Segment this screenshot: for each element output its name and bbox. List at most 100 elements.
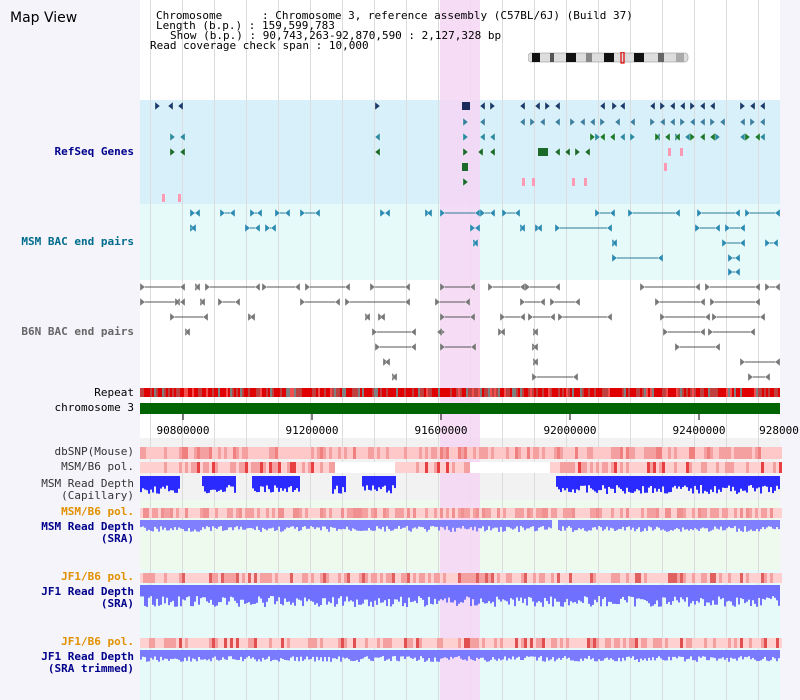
track-label-msm-depth-sra[interactable]: MSM Read Depth (SRA) <box>41 520 134 545</box>
repeat-segment <box>176 388 178 397</box>
dbsnp-density-cell <box>149 447 152 459</box>
track-label-jf1-depth-trimmed[interactable]: JF1 Read Depth (SRA trimmed) <box>41 650 134 675</box>
jf1-sra-depth-bar <box>568 585 570 606</box>
msm-pol2-cell <box>179 508 182 518</box>
jf1-sra-depth-bar <box>318 585 320 607</box>
msm-capillary-depth-bar <box>698 476 700 494</box>
jf1-pol-cell <box>494 573 497 583</box>
selected-region-highlight[interactable] <box>440 0 480 700</box>
jf1-trimmed-depth-bar <box>346 650 348 658</box>
repeat-segment <box>636 388 638 397</box>
msm-pol-cell <box>254 462 257 473</box>
msm-pol-cell <box>440 462 443 473</box>
jf1-trimmed-depth-bar <box>272 650 274 661</box>
repeat-segment <box>202 388 204 397</box>
track-label-msm-depth-capillary[interactable]: MSM Read Depth (Capillary) <box>41 477 134 502</box>
b6n-bac-end <box>654 297 661 307</box>
jf1-sra-depth-bar <box>674 585 676 597</box>
repeat-segment <box>418 388 420 397</box>
msm-pol2-cell <box>614 508 617 518</box>
repeat-segment <box>752 388 754 397</box>
length-label: Length (b.p.) <box>156 19 243 32</box>
jf1-sra-depth-bar <box>580 585 582 602</box>
track-label-dbsnp[interactable]: dbSNP(Mouse) <box>54 445 134 458</box>
jf1-sra-depth-bar <box>714 585 716 605</box>
msm-sra-depth-bar <box>536 520 538 531</box>
jf1-trimmed-depth-bar <box>306 650 308 657</box>
repeat-segment <box>224 388 226 397</box>
refseq-gene-feature <box>489 132 496 142</box>
jf1-trimmed-depth-bar <box>774 650 776 659</box>
dbsnp-density-cell <box>398 447 401 459</box>
repeat-segment <box>742 388 744 397</box>
repeat-segment <box>182 388 184 397</box>
refseq-gene-feature <box>554 147 561 157</box>
jf1-sra-depth-bar <box>480 585 482 599</box>
jf1-trimmed-depth-bar <box>582 650 584 661</box>
track-label-jf1-pol[interactable]: JF1/B6 pol. <box>61 570 134 583</box>
msm-sra-depth-bar <box>766 520 768 528</box>
jf1-pol-cell <box>677 573 680 583</box>
jf1-trimmed-depth-bar <box>440 650 442 659</box>
repeat-segment <box>308 388 310 397</box>
repeat-segment <box>376 388 378 397</box>
grid-line <box>342 0 343 700</box>
jf1-pol-cell <box>428 573 431 583</box>
msm-pol2-cell <box>593 508 596 518</box>
msm-pol2-cell <box>647 508 650 518</box>
jf1-pol2-cell <box>209 638 212 648</box>
jf1-trimmed-depth-bar <box>590 650 592 660</box>
msm-sra-depth-bar <box>286 520 288 528</box>
jf1-pol2-cell <box>383 638 386 648</box>
msm-capillary-depth-bar <box>390 476 392 494</box>
track-label-jf1-depth-sra[interactable]: JF1 Read Depth (SRA) <box>41 585 134 610</box>
repeat-segment <box>714 388 716 397</box>
chromosome-ideogram[interactable] <box>528 52 690 64</box>
grid-line <box>534 0 535 700</box>
msm-sra-depth-bar <box>732 520 734 529</box>
jf1-pol2-cell <box>632 638 635 648</box>
track-label-repeat[interactable]: Repeat <box>94 386 134 399</box>
msm-capillary-depth-bar <box>660 476 662 493</box>
msm-pol2-cell <box>326 508 329 518</box>
jf1-sra-depth-bar <box>538 585 540 602</box>
jf1-sra-depth-bar <box>770 585 772 599</box>
msm-sra-depth-bar <box>476 520 478 532</box>
track-label-chromosome[interactable]: chromosome 3 <box>54 401 134 414</box>
jf1-trimmed-depth-bar <box>488 650 490 662</box>
jf1-sra-depth-bar <box>764 585 766 600</box>
msm-pol-cell <box>743 462 746 473</box>
msm-sra-depth-bar <box>550 520 552 529</box>
jf1-sra-depth-bar <box>216 585 218 606</box>
repeat-segment <box>410 388 412 397</box>
msm-sra-depth-bar <box>294 520 296 529</box>
msm-sra-depth-bar <box>258 520 260 531</box>
jf1-sra-depth-bar <box>478 585 480 604</box>
jf1-sra-depth-bar <box>534 585 536 607</box>
msm-sra-depth-bar <box>490 520 492 531</box>
dbsnp-density-cell <box>659 447 662 459</box>
refseq-gene-feature <box>749 101 756 111</box>
msm-sra-depth-bar <box>654 520 656 530</box>
msm-pol-cell <box>761 462 764 473</box>
refseq-gene-feature <box>679 101 686 111</box>
dbsnp-density-cell <box>476 447 479 459</box>
jf1-pol2-cell <box>443 638 446 648</box>
dbsnp-density-cell <box>245 447 248 459</box>
msm-capillary-depth-bar <box>594 476 596 492</box>
repeat-segment <box>580 388 582 397</box>
jf1-trimmed-depth-bar <box>778 650 780 659</box>
track-label-msm-bac[interactable]: MSM BAC end pairs <box>21 235 134 248</box>
track-label-b6n-bac[interactable]: B6N BAC end pairs <box>21 325 134 338</box>
jf1-sra-depth-bar <box>578 585 580 601</box>
track-label-msm-pol-2[interactable]: MSM/B6 pol. <box>61 505 134 518</box>
track-label-jf1-pol-2[interactable]: JF1/B6 pol. <box>61 635 134 648</box>
dbsnp-density-cell <box>743 447 746 459</box>
track-label-msm-pol[interactable]: MSM/B6 pol. <box>61 460 134 473</box>
jf1-trimmed-depth-bar <box>546 650 548 658</box>
jf1-sra-depth-bar <box>540 585 542 603</box>
jf1-sra-depth-bar <box>296 585 298 599</box>
track-label-refseq[interactable]: RefSeq Genes <box>54 145 134 158</box>
jf1-pol2-cell <box>719 638 722 648</box>
